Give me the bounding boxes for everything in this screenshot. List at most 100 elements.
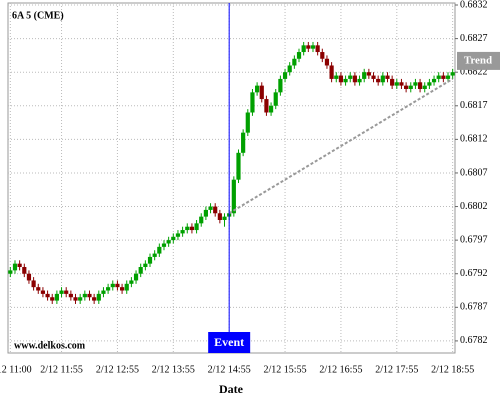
candle-body: [343, 78, 348, 83]
candle-body: [92, 297, 97, 301]
candle-body: [390, 78, 395, 86]
x-tick-label: 2/12 15:55: [264, 364, 307, 375]
y-tick-label: 0.6817: [460, 100, 488, 111]
candle-body: [171, 236, 176, 241]
y-tick-label: 0.6832: [460, 0, 488, 10]
y-tick-label: 0.6797: [460, 234, 488, 245]
candle-body: [352, 75, 357, 83]
candle-body: [45, 293, 50, 298]
candle-body: [143, 263, 148, 268]
candle-body: [133, 273, 139, 281]
trend-label: Trend: [464, 54, 492, 66]
candle-body: [324, 58, 330, 66]
candle-body: [64, 290, 69, 294]
candle-body: [329, 65, 334, 79]
candle-body: [157, 246, 162, 254]
candle-body: [310, 45, 316, 49]
candle-body: [362, 72, 367, 79]
candle-body: [259, 85, 264, 100]
candle-body: [87, 293, 92, 298]
candle-body: [427, 82, 432, 86]
x-tick-label: 2/12 12:55: [96, 364, 139, 375]
candle-body: [147, 256, 153, 264]
candle-body: [334, 75, 339, 79]
candle-body: [250, 92, 255, 113]
candle-body: [278, 78, 283, 93]
candle-body: [422, 85, 427, 89]
candle-body: [404, 85, 409, 89]
candle-body: [394, 82, 399, 86]
candle-body: [217, 213, 222, 220]
x-tick-label: 2/12 11:55: [40, 364, 83, 375]
candle-body: [78, 297, 83, 301]
candle-body: [73, 297, 78, 301]
candle-body: [194, 223, 199, 231]
chart-title: 6A 5 (CME): [12, 10, 64, 21]
candle-body: [213, 206, 218, 214]
candle-body: [273, 92, 278, 106]
candle-body: [385, 75, 390, 79]
candle-body: [366, 72, 371, 76]
candle-body: [124, 283, 129, 291]
candle-body: [96, 293, 101, 301]
candle-body: [175, 233, 181, 237]
candle-body: [417, 82, 423, 89]
candle-body: [445, 75, 451, 79]
watermark: www.delkos.com: [14, 340, 86, 351]
candle-body: [26, 273, 32, 281]
candle-body: [152, 253, 157, 257]
event-label-box: [208, 332, 251, 353]
candle-body: [82, 293, 87, 298]
candle-body: [357, 78, 362, 83]
candle-body: [431, 78, 437, 83]
y-tick-label: 0.6792: [460, 268, 488, 279]
y-tick-label: 0.6812: [460, 134, 488, 145]
candle-body: [255, 85, 260, 93]
candle-body: [180, 230, 185, 234]
x-tick-label: 2/12 11:00: [0, 364, 32, 375]
candle-body: [399, 82, 404, 86]
candle-body: [12, 263, 18, 271]
candle-body: [413, 82, 418, 86]
candle-body: [68, 293, 73, 298]
candle-body: [241, 132, 246, 153]
candle-body: [222, 216, 227, 220]
candle-body: [380, 75, 385, 83]
candle-body: [101, 290, 106, 294]
candle-body: [129, 280, 134, 284]
candle-body: [166, 240, 171, 244]
candle-body: [40, 290, 46, 294]
candle-body: [208, 206, 213, 210]
candle-body: [17, 263, 22, 268]
candle-body: [320, 52, 325, 59]
candle-body: [282, 72, 288, 79]
x-tick-label: 2/12 18:55: [431, 364, 474, 375]
candle-body: [245, 112, 250, 133]
candle-body: [338, 75, 344, 83]
x-axis-title: Date: [219, 382, 244, 396]
candle-body: [296, 52, 302, 59]
y-tick-label: 0.6802: [460, 201, 488, 212]
candle-body: [264, 99, 269, 113]
candle-body: [161, 243, 167, 247]
candle-body: [138, 267, 143, 274]
candle-body: [50, 297, 55, 301]
event-label: Event: [214, 335, 244, 349]
candle-body: [231, 179, 236, 214]
candle-body: [36, 287, 41, 291]
trend-label-box: [457, 51, 500, 70]
candle-body: [376, 78, 381, 83]
candle-body: [22, 267, 27, 274]
candle-body: [8, 270, 13, 274]
candle-body: [199, 216, 204, 224]
candle-body: [54, 293, 59, 301]
candle-body: [268, 105, 274, 113]
x-tick-label: 2/12 16:55: [319, 364, 362, 375]
candle-body: [106, 287, 111, 291]
candle-body: [31, 280, 36, 288]
y-tick-label: 0.6827: [460, 33, 488, 44]
candle-body: [185, 226, 190, 231]
candle-body: [59, 290, 64, 294]
candle-body: [371, 75, 376, 79]
